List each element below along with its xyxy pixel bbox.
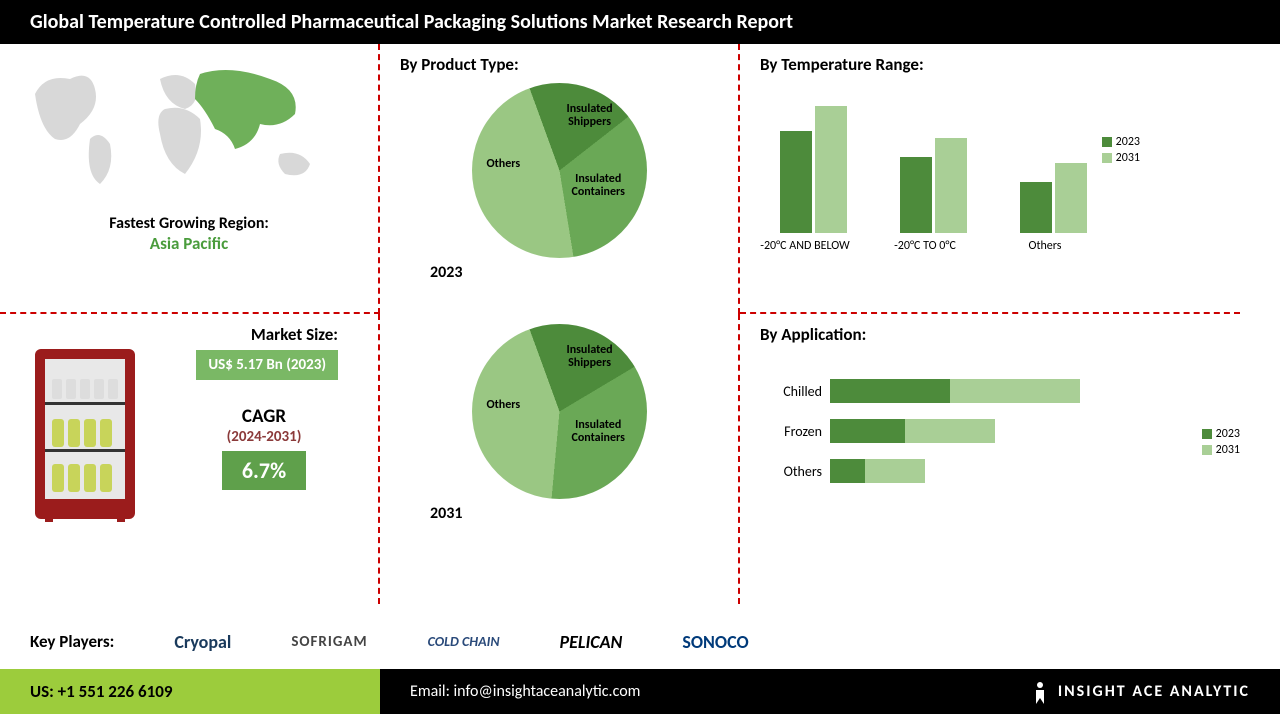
- cagr-label: CAGR: [170, 405, 358, 428]
- logo-sofrigam: SOFRIGAM: [291, 633, 367, 651]
- market-size-badge: US$ 5.17 Bn (2023): [196, 350, 338, 380]
- temp-range-title: By Temperature Range:: [760, 54, 1220, 75]
- footer: US: +1 551 226 6109 Email: info@insighta…: [0, 669, 1280, 714]
- product-type-cell-bottom: InsulatedShippersInsulatedContainersOthe…: [380, 314, 740, 604]
- brand-logo-icon: [1030, 680, 1050, 704]
- footer-brand: INSIGHT ACE ANALYTIC: [1030, 680, 1250, 704]
- temp-range-cell: By Temperature Range: 20232031 -20°C AND…: [740, 44, 1240, 314]
- logo-cryopal: Cryopal: [174, 631, 231, 653]
- cagr-period: (2024-2031): [170, 428, 358, 446]
- temp-range-bar-chart: 20232031 -20°C AND BELOW-20°C TO 0°COthe…: [760, 83, 1140, 253]
- logo-sonoco: SONOCO: [682, 631, 748, 653]
- report-title: Global Temperature Controlled Pharmaceut…: [0, 0, 1280, 44]
- footer-email-bar: Email: info@insightaceanalytic.com INSIG…: [380, 669, 1280, 714]
- content-grid: Fastest Growing Region: Asia Pacific By …: [0, 44, 1280, 614]
- product-type-title: By Product Type:: [400, 54, 718, 75]
- product-type-cell-top: By Product Type: InsulatedShippersInsula…: [380, 44, 740, 314]
- application-legend: 20232031: [1202, 425, 1240, 459]
- pie-2031-wrap: InsulatedShippersInsulatedContainersOthe…: [400, 324, 718, 523]
- footer-brand-text: INSIGHT ACE ANALYTIC: [1058, 682, 1250, 701]
- application-cell: By Application: 20232031 ChilledFrozenOt…: [740, 314, 1240, 604]
- pie-year-2023: 2023: [430, 263, 462, 282]
- temp-range-legend: 20232031: [1102, 133, 1140, 167]
- key-players-label: Key Players:: [30, 631, 114, 652]
- key-players-row: Key Players: Cryopal SOFRIGAM COLD CHAIN…: [0, 614, 1280, 669]
- application-title: By Application:: [760, 324, 1220, 345]
- logo-pelican: PELICAN: [560, 631, 623, 653]
- pie-year-2031: 2031: [430, 504, 462, 523]
- footer-phone: US: +1 551 226 6109: [0, 669, 380, 714]
- logo-coldchain: COLD CHAIN: [428, 633, 500, 650]
- fridge-icon: [30, 344, 140, 524]
- market-size-label: Market Size:: [170, 324, 338, 345]
- region-cell: Fastest Growing Region: Asia Pacific: [0, 44, 380, 314]
- pie-chart-2031: InsulatedShippersInsulatedContainersOthe…: [472, 324, 647, 499]
- cagr-value-badge: 6.7%: [222, 451, 306, 490]
- region-name: Asia Pacific: [20, 233, 358, 254]
- market-cell: Market Size: US$ 5.17 Bn (2023) CAGR (20…: [0, 314, 380, 604]
- footer-email: Email: info@insightaceanalytic.com: [410, 682, 640, 701]
- application-bar-chart: 20232031 ChilledFrozenOthers: [760, 375, 1180, 535]
- pie-chart-2023: InsulatedShippersInsulatedContainersOthe…: [472, 83, 647, 258]
- region-label: Fastest Growing Region:: [20, 214, 358, 233]
- world-map-icon: [20, 54, 340, 204]
- pie-2023-wrap: InsulatedShippersInsulatedContainersOthe…: [400, 83, 718, 282]
